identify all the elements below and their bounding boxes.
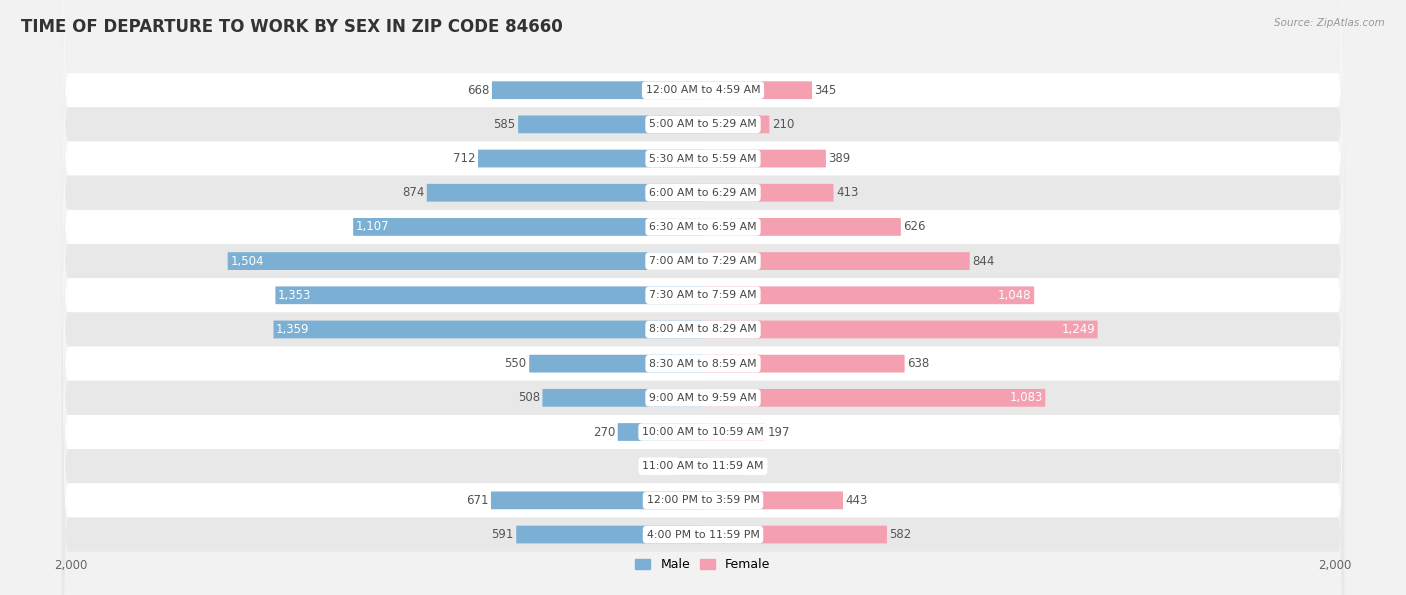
- Text: 10:00 AM to 10:59 AM: 10:00 AM to 10:59 AM: [643, 427, 763, 437]
- FancyBboxPatch shape: [62, 0, 1344, 595]
- Text: 413: 413: [837, 186, 859, 199]
- FancyBboxPatch shape: [678, 458, 703, 475]
- FancyBboxPatch shape: [543, 389, 703, 407]
- Text: TIME OF DEPARTURE TO WORK BY SEX IN ZIP CODE 84660: TIME OF DEPARTURE TO WORK BY SEX IN ZIP …: [21, 18, 562, 36]
- FancyBboxPatch shape: [427, 184, 703, 202]
- Text: 1,353: 1,353: [278, 289, 311, 302]
- FancyBboxPatch shape: [62, 0, 1344, 595]
- Text: 1,504: 1,504: [231, 255, 264, 268]
- Text: 638: 638: [907, 357, 929, 370]
- Text: 1,083: 1,083: [1010, 392, 1043, 405]
- Text: 585: 585: [494, 118, 516, 131]
- FancyBboxPatch shape: [274, 321, 703, 339]
- Text: 81: 81: [659, 460, 675, 472]
- FancyBboxPatch shape: [62, 0, 1344, 595]
- Text: 1,048: 1,048: [998, 289, 1032, 302]
- FancyBboxPatch shape: [353, 218, 703, 236]
- Text: 123: 123: [744, 460, 766, 472]
- Text: 9:00 AM to 9:59 AM: 9:00 AM to 9:59 AM: [650, 393, 756, 403]
- Text: 389: 389: [828, 152, 851, 165]
- Text: 270: 270: [593, 425, 616, 439]
- FancyBboxPatch shape: [703, 389, 1045, 407]
- Text: 7:30 AM to 7:59 AM: 7:30 AM to 7:59 AM: [650, 290, 756, 300]
- FancyBboxPatch shape: [703, 491, 844, 509]
- Text: 626: 626: [904, 220, 927, 233]
- FancyBboxPatch shape: [62, 0, 1344, 595]
- Text: 210: 210: [772, 118, 794, 131]
- Text: 8:30 AM to 8:59 AM: 8:30 AM to 8:59 AM: [650, 359, 756, 369]
- Text: 12:00 AM to 4:59 AM: 12:00 AM to 4:59 AM: [645, 85, 761, 95]
- FancyBboxPatch shape: [62, 0, 1344, 595]
- FancyBboxPatch shape: [62, 0, 1344, 595]
- Text: 197: 197: [768, 425, 790, 439]
- FancyBboxPatch shape: [703, 218, 901, 236]
- Text: 1,249: 1,249: [1062, 323, 1095, 336]
- FancyBboxPatch shape: [703, 525, 887, 543]
- FancyBboxPatch shape: [703, 286, 1035, 304]
- FancyBboxPatch shape: [703, 252, 970, 270]
- Legend: Male, Female: Male, Female: [630, 553, 776, 576]
- FancyBboxPatch shape: [703, 150, 825, 167]
- Text: 345: 345: [814, 84, 837, 97]
- FancyBboxPatch shape: [703, 458, 742, 475]
- FancyBboxPatch shape: [703, 115, 769, 133]
- FancyBboxPatch shape: [617, 423, 703, 441]
- FancyBboxPatch shape: [703, 355, 904, 372]
- FancyBboxPatch shape: [62, 0, 1344, 595]
- FancyBboxPatch shape: [62, 0, 1344, 595]
- FancyBboxPatch shape: [62, 0, 1344, 595]
- Text: 874: 874: [402, 186, 425, 199]
- FancyBboxPatch shape: [62, 0, 1344, 595]
- Text: 12:00 PM to 3:59 PM: 12:00 PM to 3:59 PM: [647, 496, 759, 505]
- Text: 5:00 AM to 5:29 AM: 5:00 AM to 5:29 AM: [650, 120, 756, 129]
- Text: 6:00 AM to 6:29 AM: 6:00 AM to 6:29 AM: [650, 188, 756, 198]
- Text: 844: 844: [973, 255, 994, 268]
- FancyBboxPatch shape: [703, 184, 834, 202]
- Text: 6:30 AM to 6:59 AM: 6:30 AM to 6:59 AM: [650, 222, 756, 232]
- FancyBboxPatch shape: [62, 0, 1344, 595]
- Text: 5:30 AM to 5:59 AM: 5:30 AM to 5:59 AM: [650, 154, 756, 164]
- Text: 4:00 PM to 11:59 PM: 4:00 PM to 11:59 PM: [647, 530, 759, 540]
- Text: Source: ZipAtlas.com: Source: ZipAtlas.com: [1274, 18, 1385, 28]
- FancyBboxPatch shape: [703, 423, 765, 441]
- FancyBboxPatch shape: [62, 0, 1344, 595]
- FancyBboxPatch shape: [519, 115, 703, 133]
- Text: 591: 591: [491, 528, 513, 541]
- FancyBboxPatch shape: [62, 0, 1344, 595]
- Text: 8:00 AM to 8:29 AM: 8:00 AM to 8:29 AM: [650, 324, 756, 334]
- Text: 508: 508: [517, 392, 540, 405]
- FancyBboxPatch shape: [491, 491, 703, 509]
- FancyBboxPatch shape: [62, 0, 1344, 595]
- FancyBboxPatch shape: [703, 321, 1098, 339]
- Text: 1,107: 1,107: [356, 220, 389, 233]
- Text: 671: 671: [465, 494, 488, 507]
- FancyBboxPatch shape: [529, 355, 703, 372]
- FancyBboxPatch shape: [478, 150, 703, 167]
- Text: 582: 582: [890, 528, 911, 541]
- FancyBboxPatch shape: [228, 252, 703, 270]
- Text: 1,359: 1,359: [276, 323, 309, 336]
- FancyBboxPatch shape: [492, 82, 703, 99]
- FancyBboxPatch shape: [703, 82, 813, 99]
- Text: 443: 443: [845, 494, 868, 507]
- Text: 668: 668: [467, 84, 489, 97]
- Text: 712: 712: [453, 152, 475, 165]
- Text: 7:00 AM to 7:29 AM: 7:00 AM to 7:29 AM: [650, 256, 756, 266]
- FancyBboxPatch shape: [516, 525, 703, 543]
- Text: 550: 550: [505, 357, 527, 370]
- FancyBboxPatch shape: [276, 286, 703, 304]
- Text: 11:00 AM to 11:59 AM: 11:00 AM to 11:59 AM: [643, 461, 763, 471]
